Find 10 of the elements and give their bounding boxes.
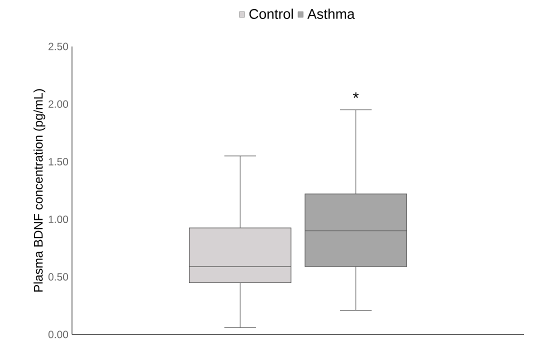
y-tick-label: 1.00 [48, 216, 68, 224]
y-tick-label: 1.50 [48, 158, 68, 166]
y-tick-label: 2.00 [48, 100, 68, 108]
legend-label: Asthma [307, 8, 355, 19]
legend-label: Control [249, 8, 293, 19]
annotation: * [353, 92, 359, 98]
y-tick-label: 0.50 [48, 273, 68, 281]
y-tick-label: 2.50 [48, 42, 68, 50]
y-axis-title: Plasma BDNF concentration (pg/mL) [34, 89, 46, 292]
y-tick-label: 0.00 [48, 330, 68, 338]
